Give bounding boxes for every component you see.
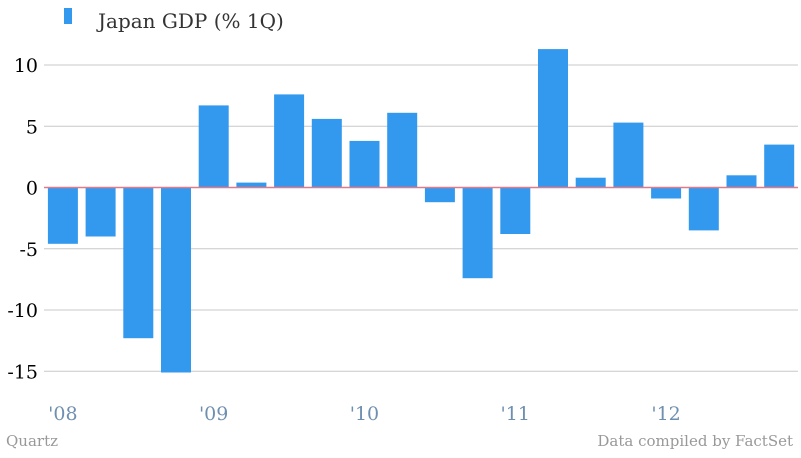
bar (613, 122, 644, 188)
bar (85, 187, 116, 237)
x-tick-label: '08 (48, 403, 77, 425)
bar-chart: 10 5 0 -5 -10 -15 '08 '09 '10 '11 '12 Japan GDP (… (7, 8, 798, 425)
y-tick-label: -10 (7, 300, 38, 322)
bar (236, 182, 267, 188)
legend-label: Japan GDP (% 1Q) (96, 9, 284, 33)
bar (123, 187, 154, 339)
bar (47, 187, 78, 244)
x-tick-label: '10 (350, 403, 379, 425)
x-axis-ticks: '08 '09 '10 '11 '12 (48, 403, 681, 425)
bar (161, 187, 191, 373)
source-left: Quartz (6, 432, 59, 450)
bar (726, 175, 757, 188)
x-tick-label: '11 (501, 403, 530, 425)
x-tick-label: '09 (199, 403, 228, 425)
y-tick-label: 10 (14, 55, 38, 77)
bar (311, 118, 342, 188)
bar (764, 144, 795, 188)
bar (500, 187, 531, 234)
bar (424, 187, 455, 203)
bars (47, 49, 795, 373)
bar (462, 187, 493, 279)
y-tick-label: -5 (19, 239, 38, 261)
bar (538, 49, 568, 188)
bar (198, 105, 229, 188)
gridlines (44, 64, 798, 372)
y-axis-ticks: 10 5 0 -5 -10 -15 (7, 55, 38, 383)
y-tick-label: -15 (7, 361, 38, 383)
source-right: Data compiled by FactSet (597, 432, 793, 450)
bar (688, 187, 719, 231)
x-tick-label: '12 (651, 403, 680, 425)
y-tick-label: 5 (26, 116, 38, 138)
bar (274, 94, 305, 188)
bar (387, 112, 418, 188)
bar (575, 177, 606, 188)
bar (349, 140, 380, 188)
y-tick-label: 0 (26, 178, 38, 200)
bar (651, 187, 682, 199)
legend-swatch (64, 8, 72, 24)
legend: Japan GDP (% 1Q) (64, 8, 284, 33)
